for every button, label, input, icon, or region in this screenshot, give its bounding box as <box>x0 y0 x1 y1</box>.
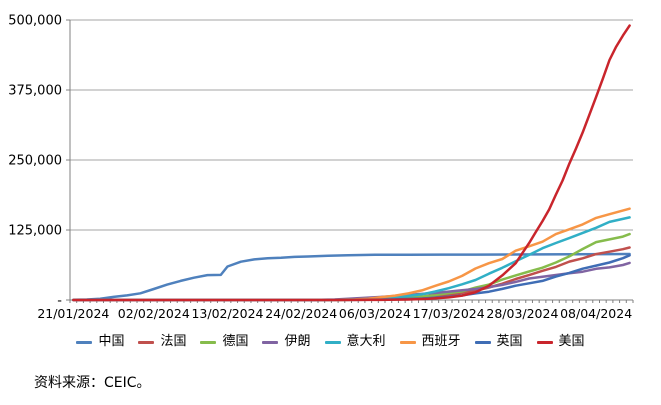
legend-label-italy: 意大利 <box>346 334 386 349</box>
legend-item-italy: 意大利 <box>324 333 386 351</box>
series-line-china <box>72 252 631 302</box>
y-axis-label: 375,000 <box>8 84 62 99</box>
legend-item-usa: 美国 <box>536 333 585 351</box>
legend-item-china: 中国 <box>76 333 124 351</box>
source-note: 资料来源：CEIC。 <box>34 375 151 391</box>
legend-marker-iran <box>262 340 279 344</box>
y-axis-label: 125,000 <box>8 224 62 239</box>
legend-item-uk: 英国 <box>474 333 523 351</box>
legend-marker-china <box>76 340 93 344</box>
chart-legend: 中国 法国 德国 伊朗 意大利 西班牙 英国 美国 <box>0 333 661 351</box>
legend-item-germany: 德国 <box>200 333 248 351</box>
series-line-usa <box>72 24 631 302</box>
legend-label-uk: 英国 <box>496 334 523 349</box>
x-axis-label: 17/03/2024 <box>413 306 485 321</box>
legend-item-iran: 伊朗 <box>262 333 311 351</box>
legend-marker-germany <box>200 340 217 344</box>
legend-label-france: 法国 <box>160 334 187 349</box>
x-axis-label: 28/03/2024 <box>486 306 558 321</box>
legend-label-usa: 美国 <box>558 334 585 349</box>
y-axis-label: 500,000 <box>8 14 62 29</box>
legend-label-china: 中国 <box>98 334 125 349</box>
x-axis-label: 21/01/2024 <box>37 306 109 321</box>
x-axis-label: 02/02/2024 <box>118 306 190 321</box>
y-axis-label: 250,000 <box>8 154 62 169</box>
legend-marker-france <box>138 340 155 344</box>
x-axis-label: 24/02/2024 <box>265 306 337 321</box>
series-line-germany <box>72 232 631 302</box>
x-axis-label: 06/03/2024 <box>339 306 411 321</box>
plot-area: - 125,000 250,000 375,000 500,000 21/01/2024 0… <box>8 14 634 321</box>
legend-marker-italy <box>324 340 341 344</box>
series-line-uk <box>72 254 631 302</box>
legend-marker-uk <box>474 340 491 344</box>
legend-marker-usa <box>536 340 553 344</box>
legend-item-spain: 西班牙 <box>399 333 461 351</box>
legend-item-france: 法国 <box>138 333 186 351</box>
x-axis-label: 13/02/2024 <box>191 306 263 321</box>
y-axis-label: - <box>57 294 62 309</box>
legend-label-spain: 西班牙 <box>421 334 461 349</box>
legend-label-iran: 伊朗 <box>284 334 311 349</box>
legend-label-germany: 德国 <box>222 334 249 349</box>
x-axis-label: 08/04/2024 <box>560 306 632 321</box>
legend-marker-spain <box>399 340 416 344</box>
